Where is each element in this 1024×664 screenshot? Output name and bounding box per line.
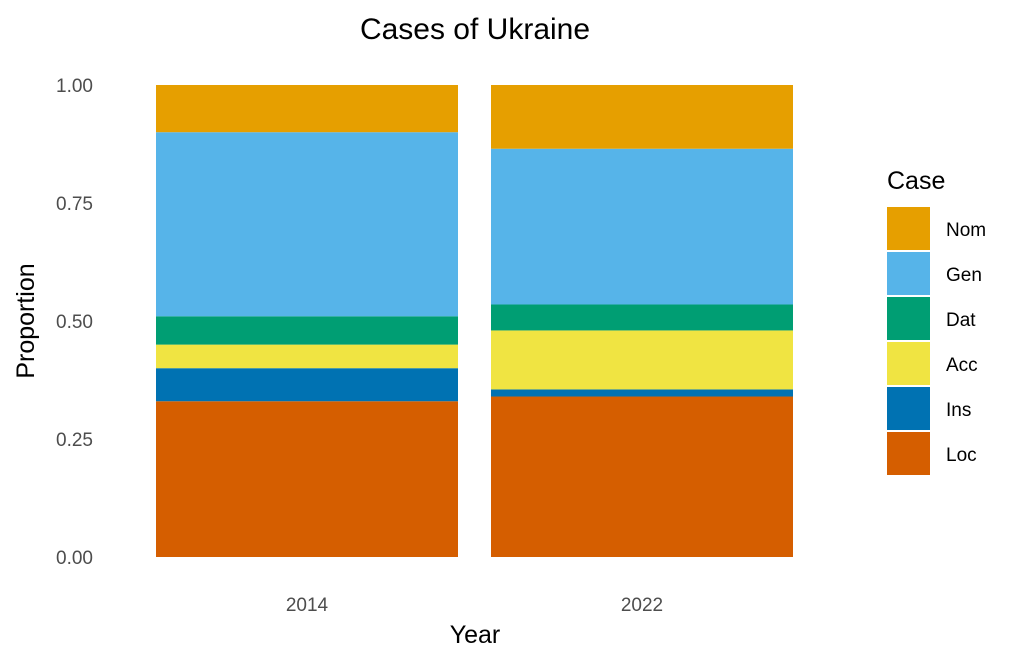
- bar-segment-ins-2022: [491, 389, 793, 397]
- legend-swatch: [887, 207, 930, 250]
- legend-swatch: [887, 387, 930, 430]
- legend-item-acc: Acc: [887, 342, 978, 385]
- bar-segment-nom-2022: [491, 85, 793, 149]
- bar-segment-nom-2014: [156, 85, 458, 133]
- bar-segment-ins-2014: [156, 368, 458, 402]
- legend-item-gen: Gen: [887, 252, 982, 295]
- legend-item-loc: Loc: [887, 432, 977, 475]
- legend-swatch: [887, 252, 930, 295]
- legend-label: Ins: [946, 400, 971, 421]
- legend-item-nom: Nom: [887, 207, 986, 250]
- legend-title: Case: [887, 167, 945, 195]
- legend-swatch: [887, 342, 930, 385]
- legend-label: Gen: [946, 265, 982, 286]
- legend-label: Loc: [946, 445, 977, 466]
- bar-segment-dat-2014: [156, 316, 458, 345]
- bar-stacks: [156, 85, 793, 557]
- x-axis-ticks: 2014 2022: [286, 595, 663, 616]
- bar-segment-acc-2022: [491, 330, 793, 390]
- bar-segment-gen-2022: [491, 148, 793, 305]
- legend-item-ins: Ins: [887, 387, 971, 430]
- legend-items: Nom Gen Dat Acc Ins Loc: [887, 207, 986, 475]
- y-tick-label: 0.75: [56, 194, 93, 215]
- x-axis-title: Year: [450, 621, 501, 649]
- legend: Case Nom Gen Dat Acc Ins Loc: [887, 167, 986, 475]
- bar-stack-2014: [156, 85, 458, 557]
- y-axis-title: Proportion: [12, 263, 40, 378]
- legend-label: Nom: [946, 220, 986, 241]
- y-tick-label: 0.00: [56, 548, 93, 569]
- bar-segment-gen-2014: [156, 132, 458, 317]
- plot-area: 0.00 0.25 0.50 0.75 1.00 2014 2022: [56, 76, 793, 616]
- y-axis-ticks: 0.00 0.25 0.50 0.75 1.00: [56, 76, 93, 569]
- bar-segment-loc-2022: [491, 396, 793, 557]
- y-tick-label: 0.25: [56, 430, 93, 451]
- bar-segment-loc-2014: [156, 401, 458, 557]
- legend-label: Acc: [946, 355, 978, 376]
- x-tick-label: 2014: [286, 595, 329, 616]
- y-tick-label: 1.00: [56, 76, 93, 97]
- bar-stack-2022: [491, 85, 793, 557]
- x-tick-label: 2022: [621, 595, 663, 616]
- bar-segment-dat-2022: [491, 304, 793, 331]
- legend-swatch: [887, 297, 930, 340]
- chart-title: Cases of Ukraine: [360, 13, 590, 46]
- legend-item-dat: Dat: [887, 297, 976, 340]
- bar-segment-acc-2014: [156, 344, 458, 369]
- legend-swatch: [887, 432, 930, 475]
- y-tick-label: 0.50: [56, 312, 93, 333]
- legend-label: Dat: [946, 310, 976, 331]
